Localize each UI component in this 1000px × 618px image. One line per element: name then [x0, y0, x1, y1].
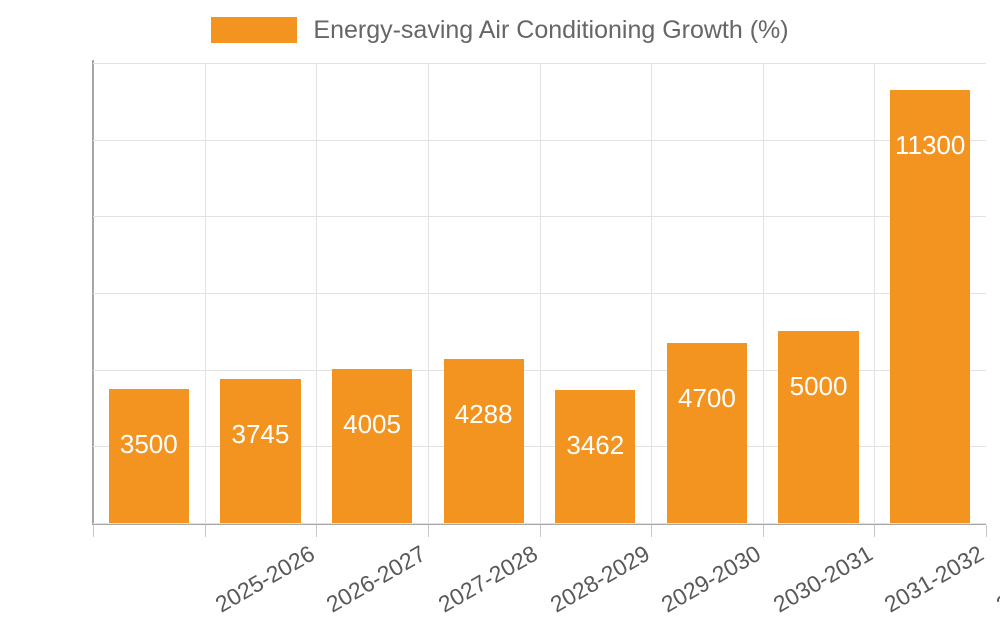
gridline-horizontal [93, 293, 986, 294]
bar[interactable]: 4288 [443, 358, 524, 523]
bar-value-label: 5000 [789, 371, 848, 402]
bar[interactable]: 3500 [108, 388, 189, 523]
x-axis-tick-label: 2031-2032 [880, 540, 989, 618]
gridline-horizontal [93, 216, 986, 218]
x-axis-tick-label: 2026-2027 [322, 540, 431, 618]
bar-value-label: 3462 [566, 430, 625, 461]
gridline-vertical [874, 63, 875, 523]
x-axis-tick-mark [986, 525, 987, 537]
bar-value-label: 3500 [119, 428, 178, 459]
bar-chart: Energy-saving Air Conditioning Growth (%… [0, 10, 1000, 618]
bar-value-label: 11300 [894, 129, 966, 160]
x-axis-tick-mark [93, 525, 94, 537]
legend-swatch-series-1[interactable] [211, 17, 298, 43]
legend-label-series-1[interactable]: Energy-saving Air Conditioning Growth (%… [313, 15, 789, 44]
gridline-horizontal [93, 446, 986, 448]
x-axis-tick-mark [428, 525, 429, 537]
x-axis-tick-label: 2027-2028 [433, 540, 542, 618]
gridline-vertical [316, 63, 317, 523]
x-axis-tick-mark [316, 525, 317, 537]
gridline-vertical [651, 63, 652, 523]
gridline-vertical [763, 63, 764, 523]
x-axis-tick-label: 2028-2029 [545, 540, 654, 618]
x-axis-tick-mark [763, 525, 764, 537]
bar-value-label: 4005 [343, 409, 401, 440]
gridline-vertical [205, 63, 206, 523]
x-axis-tick-label: 2030-2031 [768, 540, 877, 618]
bar[interactable]: 3462 [555, 390, 636, 523]
chart-legend: Energy-saving Air Conditioning Growth (%… [0, 10, 1000, 50]
gridline-vertical [540, 63, 541, 523]
x-axis-tick-mark [651, 525, 652, 537]
x-axis-tick-mark [874, 525, 875, 537]
bar[interactable]: 4700 [666, 342, 748, 523]
bar[interactable]: 3745 [220, 379, 301, 523]
x-axis-tick-mark [205, 525, 206, 537]
gridline-horizontal [93, 369, 986, 371]
bar[interactable]: 5000 [778, 331, 859, 523]
y-axis-line [92, 60, 94, 525]
bar[interactable]: 4005 [331, 369, 413, 523]
gridline-horizontal [93, 139, 986, 141]
plot-area: 3500 3745 4005 4288 3462 4700 5000 11300 [93, 63, 986, 524]
x-axis-tick-label: 2025-2026 [210, 540, 319, 618]
bar[interactable]: 11300 [890, 89, 971, 523]
bar-value-label: 4700 [678, 382, 736, 413]
x-axis-line [93, 523, 986, 525]
bar-value-label: 3745 [231, 419, 290, 450]
x-axis-tick-mark [540, 525, 541, 537]
gridline-horizontal [93, 523, 986, 524]
x-axis-tick-label: 2029-2030 [656, 540, 766, 618]
gridline-vertical [428, 63, 429, 523]
gridline-horizontal [93, 63, 986, 64]
bar-value-label: 4288 [454, 398, 513, 429]
x-axis-tick-label: 2032-2033 [991, 540, 1000, 618]
